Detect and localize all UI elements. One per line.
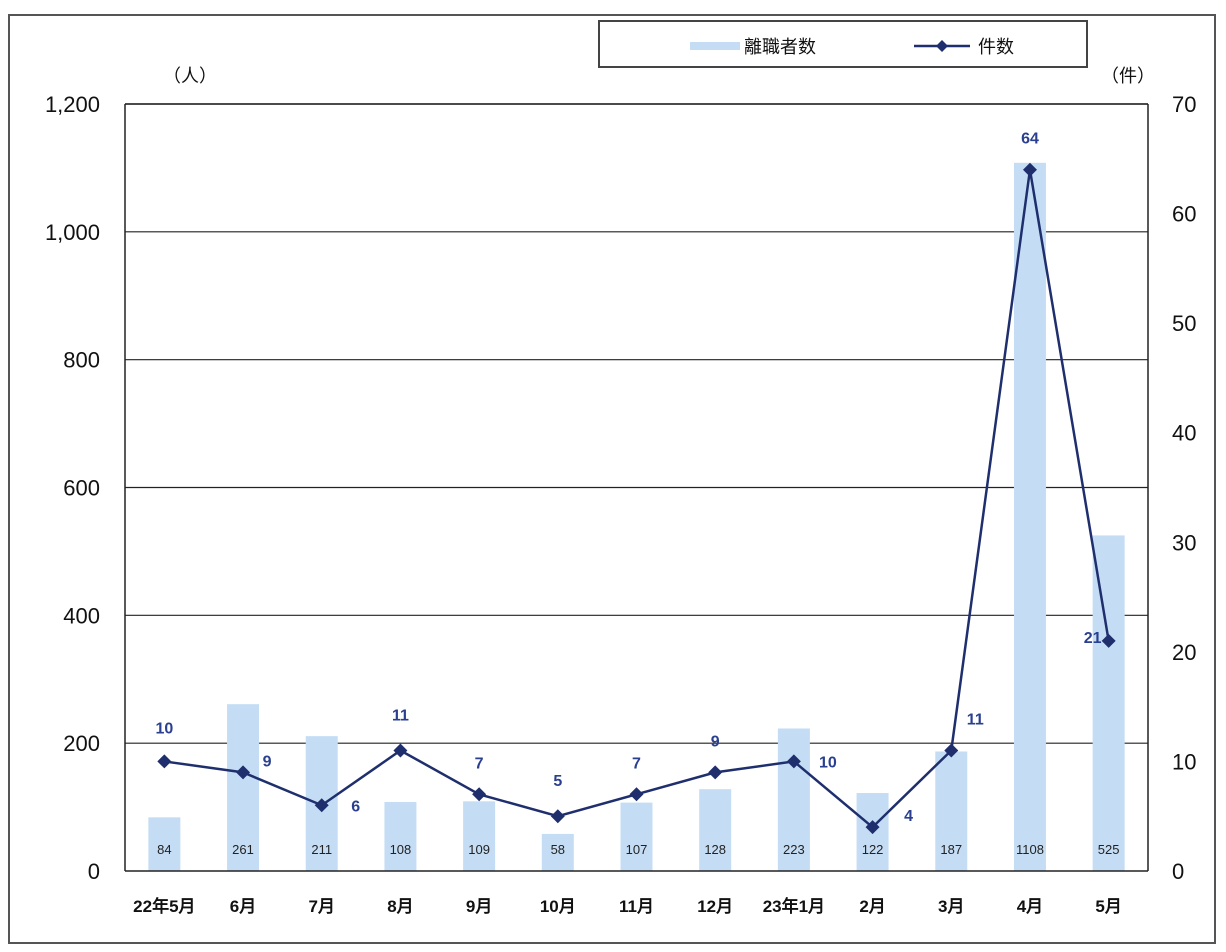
category-label: 10月	[540, 897, 576, 916]
bar	[699, 789, 732, 871]
line-value-label: 7	[475, 755, 484, 772]
category-label: 22年5月	[133, 896, 195, 916]
legend-line-label: 件数	[978, 37, 1014, 58]
right-tick-label: 40	[1172, 421, 1196, 446]
bar-value-label: 128	[704, 842, 726, 857]
right-tick-label: 30	[1172, 530, 1196, 555]
legend-line-swatch	[914, 40, 970, 52]
bar-value-label: 211	[311, 842, 332, 857]
bar-value-label: 525	[1098, 842, 1120, 857]
bar	[541, 833, 574, 871]
bar-value-label: 122	[862, 842, 884, 857]
left-tick-label: 800	[63, 348, 100, 373]
bar-value-label: 108	[390, 842, 412, 857]
legend-bar-swatch	[690, 42, 740, 50]
category-label: 4月	[1017, 897, 1043, 916]
line-value-label: 5	[553, 773, 562, 790]
category-label: 7月	[308, 897, 334, 916]
bar	[620, 802, 653, 871]
right-tick-label: 10	[1172, 749, 1196, 774]
line-value-label: 9	[263, 753, 272, 770]
chart-legend: 離職者数 件数	[598, 20, 1088, 68]
series-line	[164, 169, 1110, 829]
bar-value-label: 1108	[1016, 842, 1044, 857]
category-label: 6月	[230, 897, 256, 916]
bar	[1013, 162, 1046, 871]
line-value-label: 10	[155, 720, 173, 737]
category-label: 2月	[859, 897, 885, 916]
right-tick-label: 20	[1172, 640, 1196, 665]
bar	[148, 817, 181, 871]
right-tick-label: 0	[1172, 859, 1184, 884]
category-label: 11月	[619, 897, 654, 916]
line-marker	[865, 820, 880, 835]
right-axis-unit: （件）	[1101, 66, 1155, 86]
bar-value-label: 58	[551, 842, 565, 857]
bar-value-label: 223	[783, 842, 805, 857]
left-tick-label: 1,200	[45, 92, 100, 117]
line-value-label: 6	[351, 798, 360, 815]
bar-value-label: 261	[232, 842, 254, 857]
line-value-label: 64	[1021, 131, 1039, 148]
line-value-label: 4	[904, 808, 913, 825]
line-marker	[550, 809, 565, 824]
line-marker	[393, 743, 408, 758]
bar	[227, 704, 260, 871]
line-value-label: 7	[632, 755, 641, 772]
category-label: 3月	[938, 897, 964, 916]
line-marker	[157, 754, 172, 769]
line-value-label: 11	[967, 711, 984, 728]
line-value-label: 21	[1084, 630, 1102, 647]
left-axis-unit: （人）	[163, 66, 217, 86]
bar-value-label: 109	[468, 842, 490, 857]
line-value-label: 10	[819, 754, 837, 771]
category-label: 8月	[387, 897, 413, 916]
left-tick-label: 1,000	[45, 220, 100, 245]
bar	[935, 751, 968, 871]
bar	[463, 801, 496, 871]
left-tick-label: 400	[63, 603, 100, 628]
line-marker	[314, 798, 329, 813]
line-marker	[708, 765, 723, 780]
line-value-label: 11	[392, 707, 409, 724]
category-label: 23年1月	[763, 896, 825, 916]
legend-bar-label: 離職者数	[744, 37, 816, 58]
line-marker	[472, 787, 487, 802]
category-label: 9月	[466, 897, 492, 916]
line-marker	[1101, 633, 1116, 648]
left-tick-label: 600	[63, 476, 100, 501]
bar-value-label: 84	[157, 842, 171, 857]
category-label: 5月	[1095, 897, 1121, 916]
left-tick-label: 0	[88, 859, 100, 884]
line-marker	[236, 765, 251, 780]
bar	[777, 728, 810, 871]
line-value-label: 9	[711, 733, 720, 750]
chart-frame	[8, 14, 1216, 944]
line-marker	[1022, 162, 1037, 177]
line-marker	[944, 743, 959, 758]
bar	[384, 801, 417, 871]
left-tick-label: 200	[63, 731, 100, 756]
category-label: 12月	[697, 897, 733, 916]
right-tick-label: 70	[1172, 92, 1196, 117]
bar-value-label: 187	[940, 842, 962, 857]
line-marker	[629, 787, 644, 802]
bar-value-label: 107	[626, 842, 648, 857]
right-tick-label: 50	[1172, 311, 1196, 336]
line-marker	[786, 754, 801, 769]
bar	[1092, 535, 1125, 871]
right-tick-label: 60	[1172, 202, 1196, 227]
